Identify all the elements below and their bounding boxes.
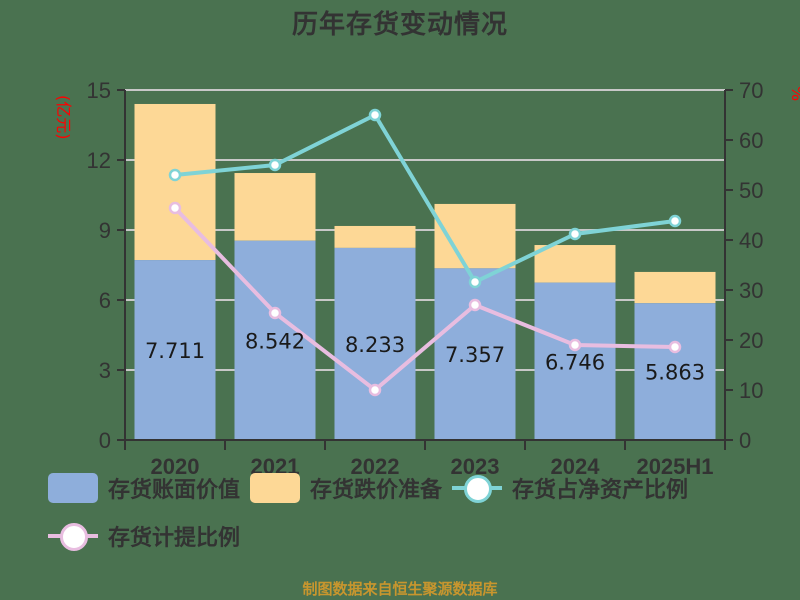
bar-book-value[interactable] xyxy=(534,282,616,440)
bar-value-label: 8.233 xyxy=(345,333,405,357)
data-point-marker[interactable] xyxy=(568,338,582,352)
bar-impairment[interactable] xyxy=(534,245,616,283)
x-category-label: 2023 xyxy=(451,454,500,479)
data-point-marker[interactable] xyxy=(568,227,582,241)
data-point-marker[interactable] xyxy=(468,298,482,312)
legend-item-book-value[interactable]: 存货账面价值 xyxy=(48,472,240,504)
bar-impairment[interactable] xyxy=(334,225,416,248)
legend-swatch-book-value xyxy=(48,473,98,503)
legend-label: 存货跌价准备 xyxy=(310,478,443,503)
bar-impairment[interactable] xyxy=(234,173,316,241)
left-tick-label: 6 xyxy=(99,288,111,313)
left-tick-label: 12 xyxy=(87,148,111,173)
bar-book-value[interactable] xyxy=(634,303,716,440)
data-point-marker[interactable] xyxy=(268,306,282,320)
source-note: 制图数据来自恒生聚源数据库 xyxy=(302,580,498,598)
left-axis-unit: (亿元) xyxy=(54,95,73,140)
left-tick-label: 15 xyxy=(87,78,111,103)
right-tick-label: 10 xyxy=(739,378,763,403)
chart-title: 历年存货变动情况 xyxy=(291,10,508,40)
legend-item-ratio-net-assets[interactable]: 存货占净资产比例 xyxy=(452,472,688,504)
right-tick-label: 60 xyxy=(739,128,763,153)
data-point-marker[interactable] xyxy=(668,340,682,354)
x-category-label: 2025H1 xyxy=(636,454,713,479)
legend-item-provision-ratio[interactable]: 存货计提比例 xyxy=(48,520,240,552)
right-tick-label: 20 xyxy=(739,328,763,353)
x-category-label: 2022 xyxy=(351,454,400,479)
chart-legend: 存货账面价值 存货跌价准备 存货占净资产比例 存货计提比例 xyxy=(48,472,788,552)
left-tick-label: 0 xyxy=(99,428,111,453)
bar-book-value[interactable] xyxy=(434,268,516,440)
legend-line-marker-icon xyxy=(452,473,503,503)
legend-label: 存货计提比例 xyxy=(108,526,241,551)
line-ratio-net-assets xyxy=(174,113,676,284)
data-point-marker[interactable] xyxy=(668,214,682,228)
bar-impairment[interactable] xyxy=(634,271,716,304)
bar-value-label: 7.711 xyxy=(145,339,205,363)
left-tick-label: 3 xyxy=(99,358,111,383)
data-point-marker[interactable] xyxy=(168,201,182,215)
right-tick-label: 30 xyxy=(739,278,763,303)
right-tick-label: 0 xyxy=(739,428,751,453)
x-category-label: 2020 xyxy=(151,454,200,479)
right-axis-unit: % xyxy=(788,86,800,101)
bar-book-value[interactable] xyxy=(134,260,216,440)
right-tick-label: 50 xyxy=(739,178,763,203)
data-point-marker[interactable] xyxy=(268,158,282,172)
data-point-marker[interactable] xyxy=(468,275,482,289)
bar-value-label: 7.357 xyxy=(445,343,505,367)
bar-value-label: 8.542 xyxy=(245,329,305,353)
legend-swatch-impairment xyxy=(250,473,301,503)
data-point-marker[interactable] xyxy=(168,168,182,182)
right-tick-label: 40 xyxy=(739,228,763,253)
legend-label: 存货占净资产比例 xyxy=(512,478,689,503)
bar-book-value[interactable] xyxy=(234,240,316,440)
bar-value-label: 5.863 xyxy=(645,361,705,385)
bar-value-label: 6.746 xyxy=(545,350,605,374)
x-category-label: 2024 xyxy=(551,454,601,479)
data-point-marker[interactable] xyxy=(368,108,382,122)
right-tick-label: 70 xyxy=(739,78,763,103)
left-tick-label: 9 xyxy=(99,218,111,243)
legend-label: 存货账面价值 xyxy=(108,478,241,503)
legend-item-impairment[interactable]: 存货跌价准备 xyxy=(250,472,442,504)
legend-line-marker-icon xyxy=(48,521,98,551)
data-point-marker[interactable] xyxy=(368,383,382,397)
line-provision-ratio xyxy=(173,206,676,392)
bar-book-value[interactable] xyxy=(334,247,416,440)
